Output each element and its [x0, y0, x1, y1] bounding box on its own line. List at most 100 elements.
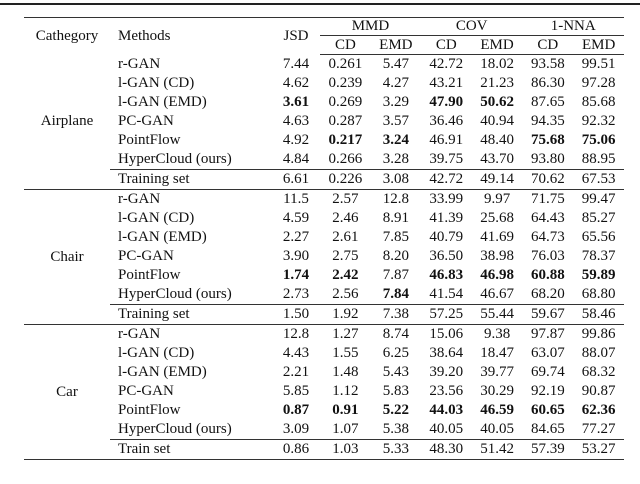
method-name: Training set	[110, 304, 272, 325]
metric-value: 18.02	[480, 56, 514, 72]
metric-value: 1.74	[282, 267, 310, 283]
metric-value: 1.12	[332, 383, 359, 399]
metric-value: 63.07	[530, 345, 565, 361]
metric-value: 38.98	[480, 248, 514, 264]
metric-value: 2.42	[332, 267, 359, 283]
metric-value: 68.32	[581, 364, 616, 380]
metric-value: 1.55	[332, 345, 359, 361]
table-row: Chair r-GAN 11.5 2.57 12.8 33.99 9.97 71.75 99.4…	[24, 189, 624, 325]
metric-value: 0.287	[328, 113, 363, 129]
metric-value: 87.65	[530, 94, 565, 110]
metric-value: 6.61	[272, 169, 320, 190]
category-label: Car	[24, 324, 110, 460]
metric-value: 57.25	[420, 304, 472, 325]
metric-value: 30.29	[480, 383, 514, 399]
metric-value: 21.23	[480, 75, 514, 91]
category-label: Airplane	[40, 113, 94, 130]
metric-value: 55.44	[471, 304, 523, 325]
metric-value: 0.269	[328, 94, 363, 110]
metric-value: 9.38	[471, 324, 523, 344]
metric-value: 60.88	[530, 267, 565, 283]
table-row: HyperCloud (ours) 3.09 1.07 5.38 40.05 40.05 8…	[24, 420, 624, 440]
metric-value: 2.56	[332, 286, 359, 302]
metric-value: 3.90	[282, 248, 310, 264]
metric-value: 4.92	[282, 132, 310, 148]
table-row: Training set 1.50 1.92 7.38 57.25 55.44 59.67 5…	[24, 304, 624, 325]
metric-value: 42.72	[429, 56, 464, 72]
metric-value: 57.39	[522, 439, 574, 460]
metric-value: 2.21	[282, 364, 310, 380]
metric-value: 18.47	[480, 345, 514, 361]
metric-value: 7.44	[282, 55, 310, 72]
metric-value: 46.59	[480, 402, 514, 418]
metric-value: 7.87	[382, 267, 409, 283]
method-name: l-GAN (CD)	[118, 210, 195, 226]
method-name: l-GAN (EMD)	[118, 364, 207, 380]
metric-value: 68.20	[530, 286, 565, 302]
header-cov-cd: CD	[420, 35, 472, 55]
method-name: l-GAN (CD)	[118, 75, 195, 91]
metric-value: 46.67	[480, 286, 514, 302]
metric-value: 12.8	[370, 189, 421, 209]
method-name: PointFlow	[118, 267, 181, 283]
page-top-rule	[0, 3, 640, 5]
metric-value: 0.226	[320, 169, 371, 190]
metric-value: 1.92	[320, 304, 371, 325]
metric-value: 40.79	[429, 229, 464, 245]
table-row: Training set 6.61 0.226 3.08 42.72 49.14 70.62…	[24, 169, 624, 190]
table-row: l-GAN (EMD) 2.21 1.48 5.43 39.20 39.77 69.74 68…	[24, 363, 624, 382]
metric-value: 70.62	[522, 169, 574, 190]
header-category: Cathegory	[35, 27, 99, 44]
metric-value: 97.28	[581, 75, 616, 91]
metric-value: 43.21	[429, 75, 464, 91]
header-mmd: MMD	[351, 18, 390, 34]
method-name: Train set	[110, 439, 272, 460]
metric-value: 1.07	[332, 421, 359, 437]
metric-value: 41.54	[429, 286, 464, 302]
metric-value: 0.91	[332, 402, 359, 418]
table-row: PointFlow 0.87 0.91 5.22 44.03 46.59 60.65 62.3…	[24, 401, 624, 420]
table-row: PointFlow 1.74 2.42 7.87 46.83 46.98 60.88 59.8…	[24, 266, 624, 285]
metric-value: 8.91	[382, 210, 409, 226]
table-row: Airplane r-GAN 7.44 0.261 5.47 42.72 18.02 93.5…	[24, 55, 624, 130]
metric-value: 7.38	[370, 304, 421, 325]
method-name: PointFlow	[118, 402, 181, 418]
metric-value: 0.266	[328, 151, 363, 167]
metric-value: 4.62	[282, 75, 310, 91]
metric-value: 49.14	[471, 169, 523, 190]
metric-value: 25.68	[480, 210, 514, 226]
metric-value: 46.91	[429, 132, 464, 148]
metric-value: 15.06	[420, 324, 472, 344]
header-1nna: 1-NNA	[550, 18, 596, 34]
method-name: l-GAN (EMD)	[118, 94, 207, 110]
metric-value: 88.07	[581, 345, 616, 361]
metric-value: 75.68	[530, 132, 565, 148]
method-name: HyperCloud (ours)	[118, 421, 232, 437]
metric-value: 94.35	[530, 113, 565, 129]
metric-value: 3.61	[282, 94, 310, 110]
metric-value: 3.08	[370, 169, 421, 190]
metric-value: 1.03	[320, 439, 371, 460]
metric-value: 62.36	[581, 402, 616, 418]
method-name: HyperCloud (ours)	[118, 286, 232, 302]
metric-value: 60.65	[530, 402, 565, 418]
table-row: HyperCloud (ours) 4.84 0.266 3.28 39.75 43.70…	[24, 150, 624, 170]
metric-value: 92.19	[530, 383, 565, 399]
table-row: l-GAN (EMD) 3.61 0.269 3.29 47.90 50.62 87.65 8…	[24, 93, 624, 112]
metric-value: 38.64	[429, 345, 464, 361]
method-name: Training set	[110, 169, 272, 190]
metric-value: 44.03	[429, 402, 464, 418]
metric-value: 39.77	[480, 364, 514, 380]
table-row: Car r-GAN 12.8 1.27 8.74 15.06 9.38 97.87 99.86	[24, 324, 624, 460]
metric-value: 85.68	[581, 94, 616, 110]
results-table: Cathegory Methods JSD MMD COV 1-NNA CD E…	[24, 17, 624, 460]
metric-value: 5.47	[382, 56, 409, 72]
method-name: r-GAN	[110, 324, 272, 344]
metric-value: 68.80	[581, 286, 616, 302]
header-methods: Methods	[118, 27, 171, 44]
metric-value: 88.95	[581, 151, 616, 167]
metric-value: 99.86	[573, 324, 624, 344]
metric-value: 9.97	[471, 189, 523, 209]
metric-value: 92.32	[581, 113, 616, 129]
table-row: l-GAN (CD) 4.62 0.239 4.27 43.21 21.23 86.30 97…	[24, 74, 624, 93]
